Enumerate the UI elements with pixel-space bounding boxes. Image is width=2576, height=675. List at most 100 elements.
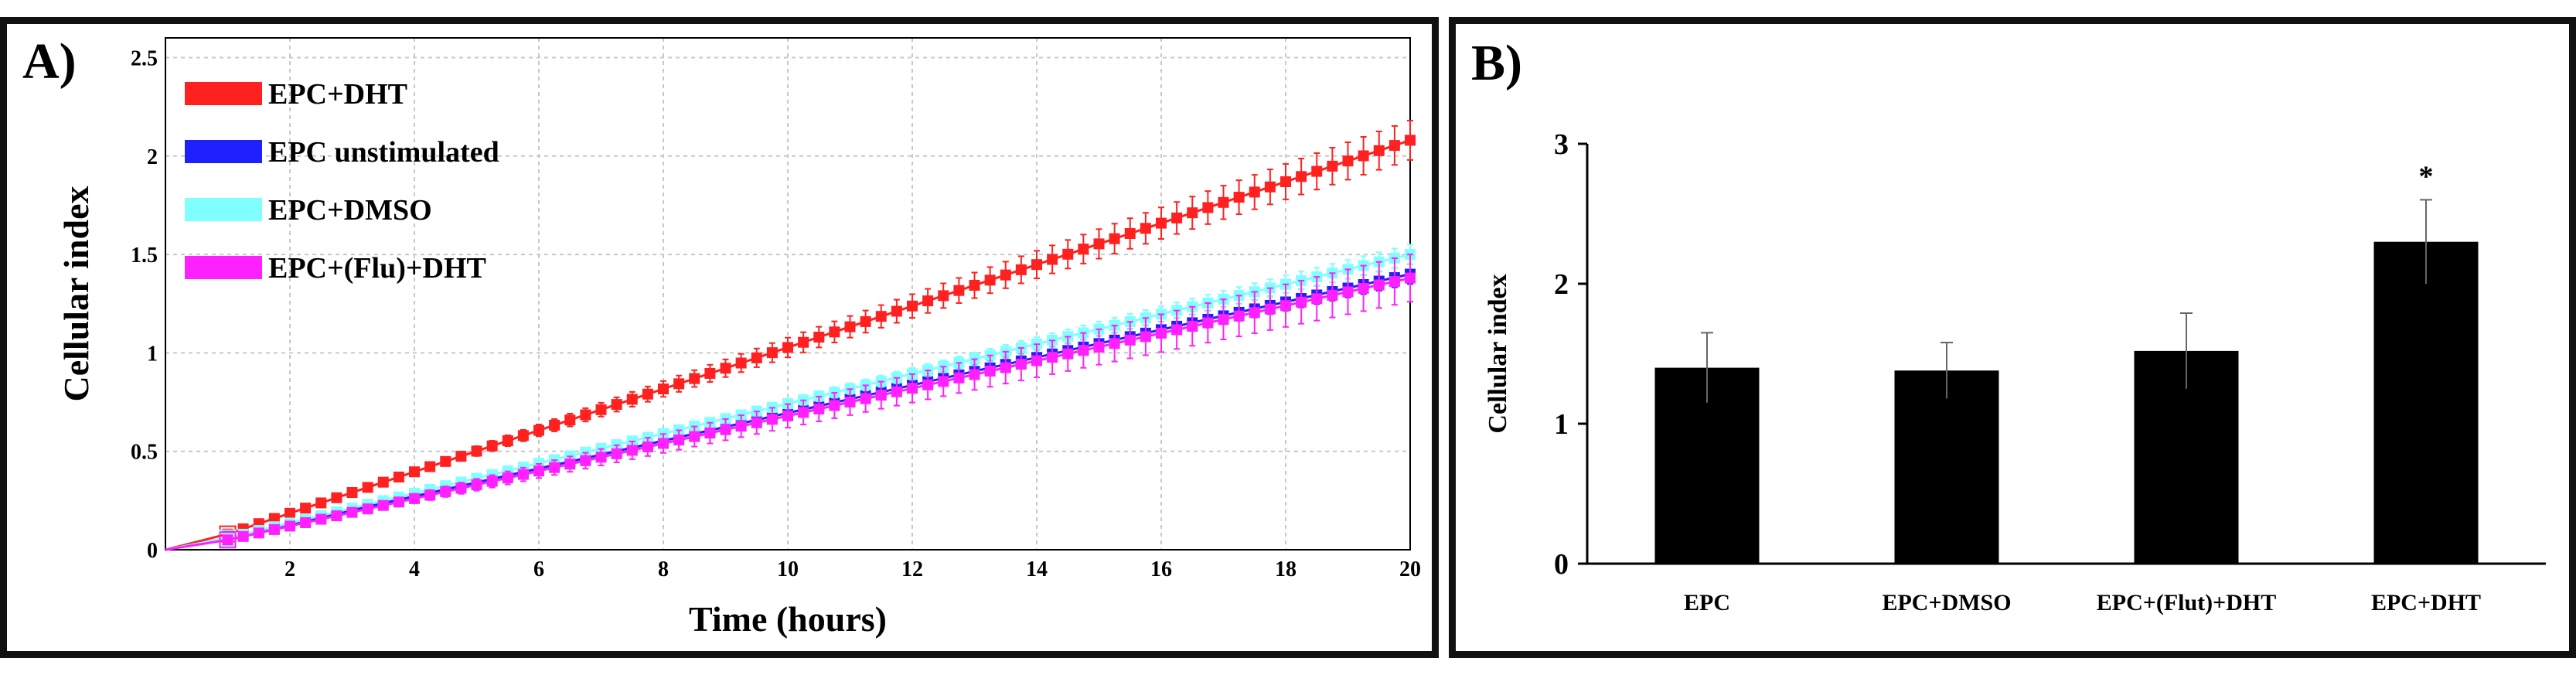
data-point: [393, 471, 404, 482]
x-tick-label: 14: [1026, 557, 1048, 581]
x-tick-label: 4: [409, 557, 420, 581]
x-tick-label: 18: [1275, 557, 1297, 581]
data-point: [1264, 303, 1276, 315]
panel-b: B) EPC EPC+DMSO EPC+(Flut)+DHT EPC+DHT * 0 1 2…: [1449, 17, 2576, 658]
bar-group: EPC: [1654, 332, 1760, 615]
series-0: [165, 119, 1416, 551]
data-point: [1171, 324, 1183, 336]
data-point: [860, 393, 871, 404]
data-point: [829, 400, 840, 411]
bar-group: EPC+(Flut)+DHT: [2097, 312, 2276, 615]
data-point: [346, 487, 358, 499]
data-point: [268, 523, 280, 535]
data-point: [1202, 202, 1214, 213]
legend-label: EPC unstimulated: [268, 136, 499, 169]
bar: [2373, 241, 2479, 564]
x-tick-label: 10: [777, 557, 799, 581]
data-point: [720, 424, 731, 435]
significance-marker: *: [2419, 160, 2434, 193]
y-tick-label: 3: [1554, 128, 1569, 161]
data-point: [253, 527, 264, 539]
data-point: [1405, 272, 1416, 284]
data-point: [938, 290, 949, 302]
data-point: [1218, 196, 1229, 208]
legend-label: EPC+(Flu)+DHT: [268, 252, 486, 285]
data-point: [315, 497, 327, 509]
data-point: [782, 410, 793, 421]
data-point: [658, 384, 669, 395]
data-point: [1389, 276, 1400, 288]
data-point: [984, 365, 996, 377]
data-point: [580, 455, 591, 466]
data-point: [1342, 155, 1354, 167]
knee-marker: [219, 531, 237, 549]
data-point: [1047, 352, 1058, 363]
x-tick-label: 8: [658, 557, 669, 581]
y-tick-label: 2.5: [131, 46, 158, 70]
data-point: [1249, 186, 1260, 198]
data-point: [237, 530, 249, 542]
data-point: [1311, 165, 1323, 177]
data-point: [798, 336, 809, 348]
data-point: [300, 516, 312, 528]
y-tick-label: 2: [1554, 268, 1569, 301]
data-point: [1015, 264, 1027, 275]
data-point: [704, 428, 716, 439]
data-point: [673, 435, 685, 446]
data-point: [1405, 135, 1416, 146]
y-tick-label: 1: [147, 342, 158, 366]
data-point: [440, 486, 451, 497]
data-point: [1000, 362, 1011, 373]
data-point: [1249, 307, 1260, 319]
data-point: [1140, 331, 1151, 343]
x-tick-label: 6: [533, 557, 544, 581]
data-point: [969, 280, 980, 291]
data-point: [829, 326, 840, 338]
data-point: [844, 321, 856, 332]
data-point: [735, 421, 747, 432]
data-point: [1373, 145, 1385, 156]
data-point: [1047, 254, 1058, 265]
data-point: [1078, 244, 1089, 255]
data-point: [362, 482, 373, 493]
y-tick-label: 1.5: [131, 244, 158, 268]
data-point: [471, 445, 482, 457]
data-point: [409, 466, 420, 478]
data-point: [315, 513, 327, 525]
bar-chart: B) EPC EPC+DMSO EPC+(Flut)+DHT EPC+DHT * 0 1 2…: [1471, 35, 2546, 615]
data-point: [626, 394, 638, 405]
data-point: [1093, 238, 1105, 250]
series-2: [165, 244, 1416, 551]
data-point: [377, 499, 389, 511]
y-tick-label: 0.5: [131, 441, 158, 465]
data-point: [1124, 334, 1136, 346]
data-point: [393, 496, 404, 508]
series-3: [165, 254, 1416, 551]
data-point: [424, 461, 436, 472]
y-tick-label: 1: [1554, 408, 1569, 441]
data-point: [486, 476, 498, 487]
data-point: [658, 438, 669, 449]
panel-a: A) 2 4 6 8 10 12 14 16 18 20 0 0.5 1 1.5 2 2.5 EPC+DHT E…: [0, 17, 1439, 658]
data-point: [1078, 345, 1089, 356]
data-point: [689, 431, 700, 442]
data-point: [440, 455, 451, 467]
data-point: [1109, 338, 1120, 349]
data-point: [362, 503, 373, 515]
data-point: [502, 472, 513, 484]
data-point: [1233, 192, 1245, 203]
y-axis-title: Cellular index: [56, 186, 96, 401]
data-point: [1124, 228, 1136, 240]
ticks: 2 4 6 8 10 12 14 16 18 20 0 0.5 1 1.5 2 2.5: [131, 46, 1421, 581]
data-point: [455, 482, 467, 494]
data-point: [1202, 317, 1214, 329]
data-point: [1062, 248, 1074, 260]
bar: [1894, 370, 1999, 564]
legend-swatch: [185, 198, 262, 221]
y-axis-title: Cellular index: [1484, 274, 1512, 433]
data-point: [285, 520, 295, 532]
legend-swatch: [185, 256, 262, 279]
data-point: [1264, 181, 1276, 193]
data-point: [517, 469, 529, 480]
